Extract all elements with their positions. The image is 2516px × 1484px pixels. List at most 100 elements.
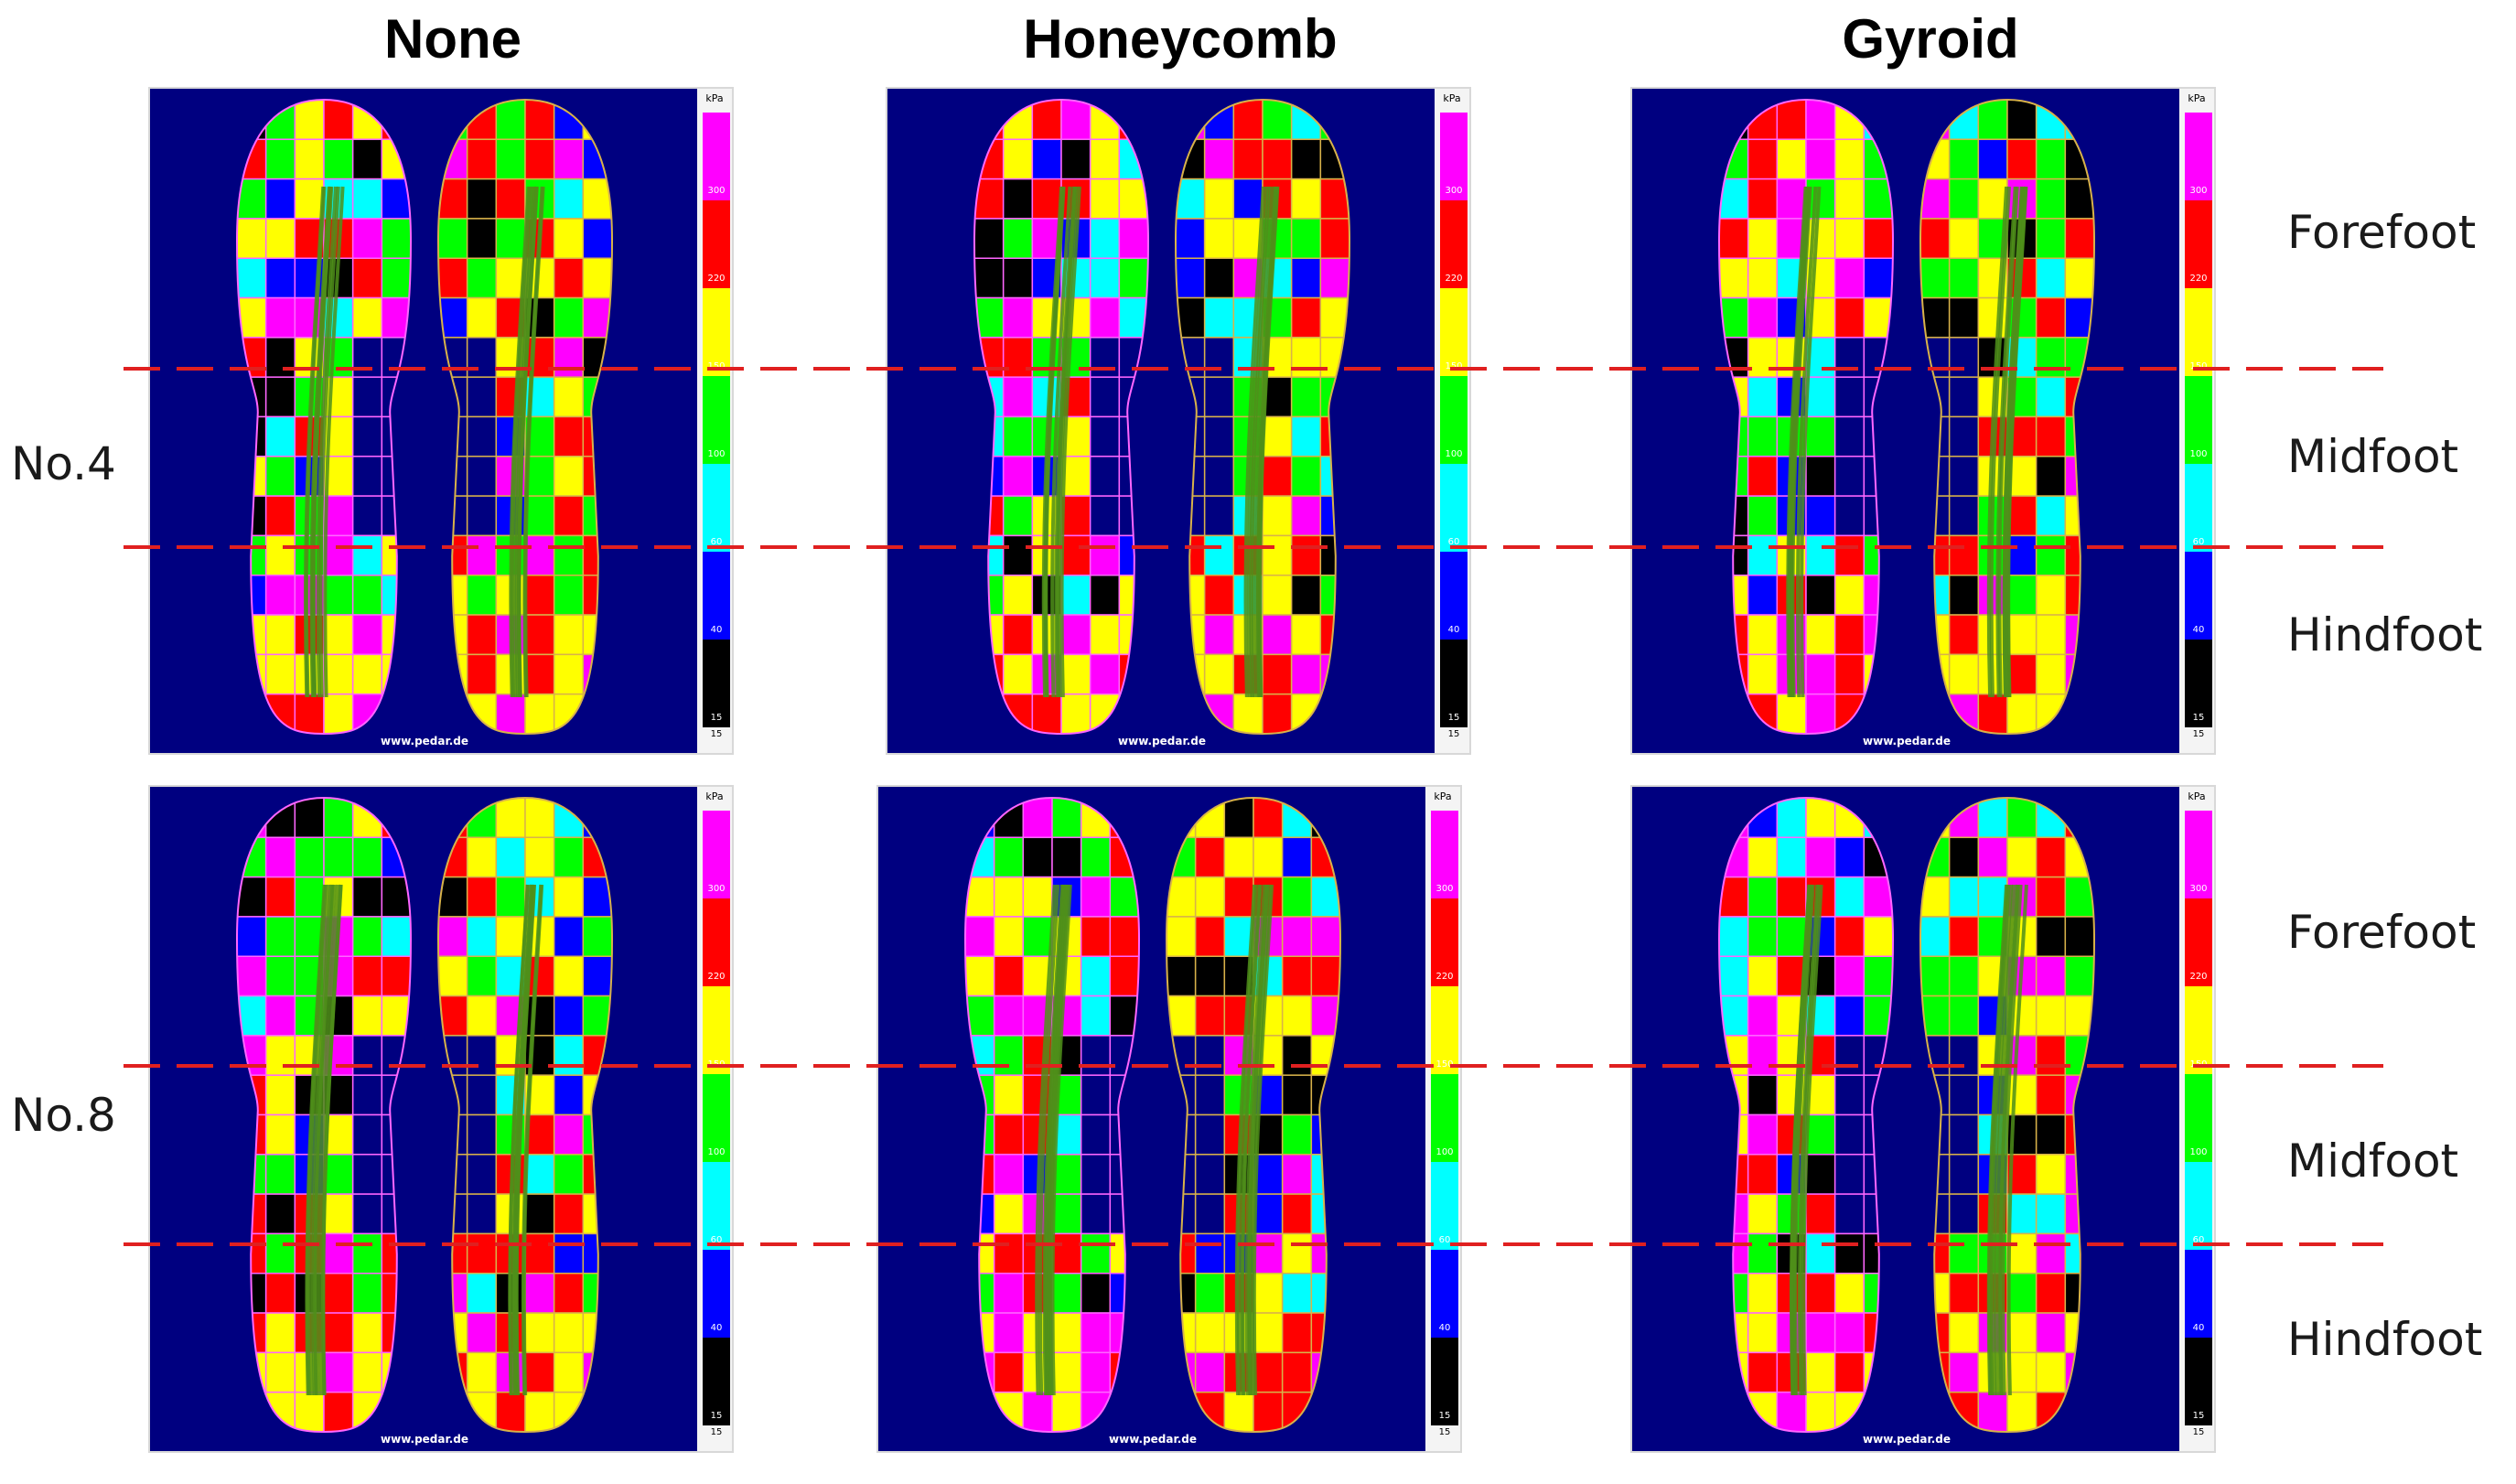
foot-outline <box>973 98 1150 736</box>
scale-tick: 40 <box>1447 625 1460 635</box>
scale-tick-bottom: 15 <box>710 1427 723 1437</box>
pressure-color-scale: kPa 300 220 150 100 60 40 15 15 <box>2179 787 2214 1451</box>
scale-band <box>703 464 730 552</box>
watermark: www.pedar.de <box>1109 1433 1197 1446</box>
row-label-no4: No.4 <box>11 437 116 490</box>
scale-band <box>2185 986 2212 1074</box>
region-label-midfoot-bottom: Midfoot <box>2287 1135 2459 1188</box>
scale-tick: 150 <box>2189 1059 2208 1070</box>
scale-tick: 220 <box>2189 274 2208 284</box>
scale-band <box>703 113 730 200</box>
pressure-trajectory <box>509 186 545 698</box>
foot-outline <box>1174 98 1351 736</box>
feet-plot <box>235 98 614 736</box>
scale-band <box>703 986 730 1074</box>
feet-plot <box>1717 796 2096 1434</box>
scale-band <box>1431 1338 1458 1425</box>
scale-tick: 150 <box>1445 361 1463 371</box>
scale-tick: 100 <box>2189 1147 2208 1157</box>
scale-tick: 40 <box>2192 625 2205 635</box>
pressure-map-no4-none: www.pedar.de kPa 300 220 150 100 60 40 15 15 <box>148 87 734 755</box>
feet-plot <box>235 796 614 1434</box>
region-label-hindfoot-top: Hindfoot <box>2287 608 2483 661</box>
scale-unit: kPa <box>1443 92 1461 104</box>
pressure-trajectory <box>1035 884 1072 1396</box>
scale-tick: 40 <box>2192 1323 2205 1333</box>
scale-band <box>1440 552 1468 640</box>
scale-tick: 15 <box>2192 1411 2205 1421</box>
scale-band <box>2185 1074 2212 1162</box>
pressure-map-no8-honeycomb: www.pedar.de kPa 300 220 150 100 60 40 15 15 <box>876 785 1462 1453</box>
pressure-trajectory <box>508 884 544 1396</box>
scale-unit: kPa <box>1434 790 1452 802</box>
scale-tick: 100 <box>707 1147 726 1157</box>
scale-tick: 40 <box>1438 1323 1451 1333</box>
scale-band <box>2185 113 2212 200</box>
column-title-gyroid: Gyroid <box>1842 8 2019 70</box>
scale-tick: 60 <box>2192 1235 2205 1245</box>
scale-band <box>1431 986 1458 1074</box>
foot-outline <box>436 98 614 736</box>
scale-band <box>2185 1250 2212 1338</box>
scale-band <box>2185 1338 2212 1425</box>
scale-tick: 300 <box>2189 884 2208 894</box>
scale-band <box>703 1074 730 1162</box>
column-title-honeycomb: Honeycomb <box>1023 8 1338 70</box>
scale-tick: 100 <box>1435 1147 1454 1157</box>
region-label-hindfoot-bottom: Hindfoot <box>2287 1313 2483 1366</box>
scale-band <box>1431 1250 1458 1338</box>
watermark: www.pedar.de <box>381 1433 468 1446</box>
foot-outline <box>1717 796 1895 1434</box>
scale-unit: kPa <box>2188 92 2206 104</box>
pressure-trajectory <box>1041 186 1081 698</box>
scale-band <box>2185 464 2212 552</box>
scale-band <box>1440 464 1468 552</box>
region-label-forefoot-bottom: Forefoot <box>2287 906 2477 959</box>
scale-tick-bottom: 15 <box>710 729 723 739</box>
scale-tick: 60 <box>1447 537 1460 547</box>
scale-tick: 15 <box>2192 713 2205 723</box>
pressure-trajectory <box>1786 186 1822 698</box>
scale-band <box>703 640 730 727</box>
watermark: www.pedar.de <box>381 735 468 747</box>
scale-band <box>703 200 730 288</box>
scale-tick: 15 <box>710 713 723 723</box>
region-label-forefoot-top: Forefoot <box>2287 206 2477 259</box>
pressure-trajectory <box>1234 884 1274 1396</box>
pressure-map-no4-honeycomb: www.pedar.de kPa 300 220 150 100 60 40 15 15 <box>886 87 1471 755</box>
scale-band <box>1431 1074 1458 1162</box>
foot-outline <box>235 98 413 736</box>
scale-tick: 220 <box>707 972 726 982</box>
scale-band <box>1440 288 1468 376</box>
scale-tick: 150 <box>2189 361 2208 371</box>
pressure-trajectory <box>1986 186 2028 698</box>
scale-band <box>703 552 730 640</box>
scale-tick: 150 <box>1435 1059 1454 1070</box>
scale-band <box>1431 898 1458 986</box>
scale-unit: kPa <box>705 92 724 104</box>
scale-band <box>2185 640 2212 727</box>
foot-outline <box>1165 796 1342 1434</box>
scale-band <box>1440 376 1468 464</box>
pressure-color-scale: kPa 300 220 150 100 60 40 15 15 <box>697 89 732 753</box>
scale-tick: 220 <box>707 274 726 284</box>
watermark: www.pedar.de <box>1118 735 1206 747</box>
foot-outline <box>235 796 413 1434</box>
scale-tick: 15 <box>1438 1411 1451 1421</box>
row-label-no8: No.8 <box>11 1089 116 1142</box>
pressure-trajectory <box>303 186 345 698</box>
scale-band <box>2185 1162 2212 1250</box>
scale-tick: 100 <box>2189 449 2208 459</box>
foot-outline <box>963 796 1141 1434</box>
scale-band <box>703 376 730 464</box>
watermark: www.pedar.de <box>1863 1433 1951 1446</box>
scale-tick-bottom: 15 <box>2192 729 2205 739</box>
scale-tick-bottom: 15 <box>1438 1427 1451 1437</box>
foot-outline <box>1919 98 2096 736</box>
scale-band <box>2185 288 2212 376</box>
scale-tick-bottom: 15 <box>1447 729 1460 739</box>
scale-band <box>1440 200 1468 288</box>
column-title-none: None <box>384 8 521 70</box>
scale-unit: kPa <box>705 790 724 802</box>
pressure-trajectory <box>1986 884 2028 1396</box>
